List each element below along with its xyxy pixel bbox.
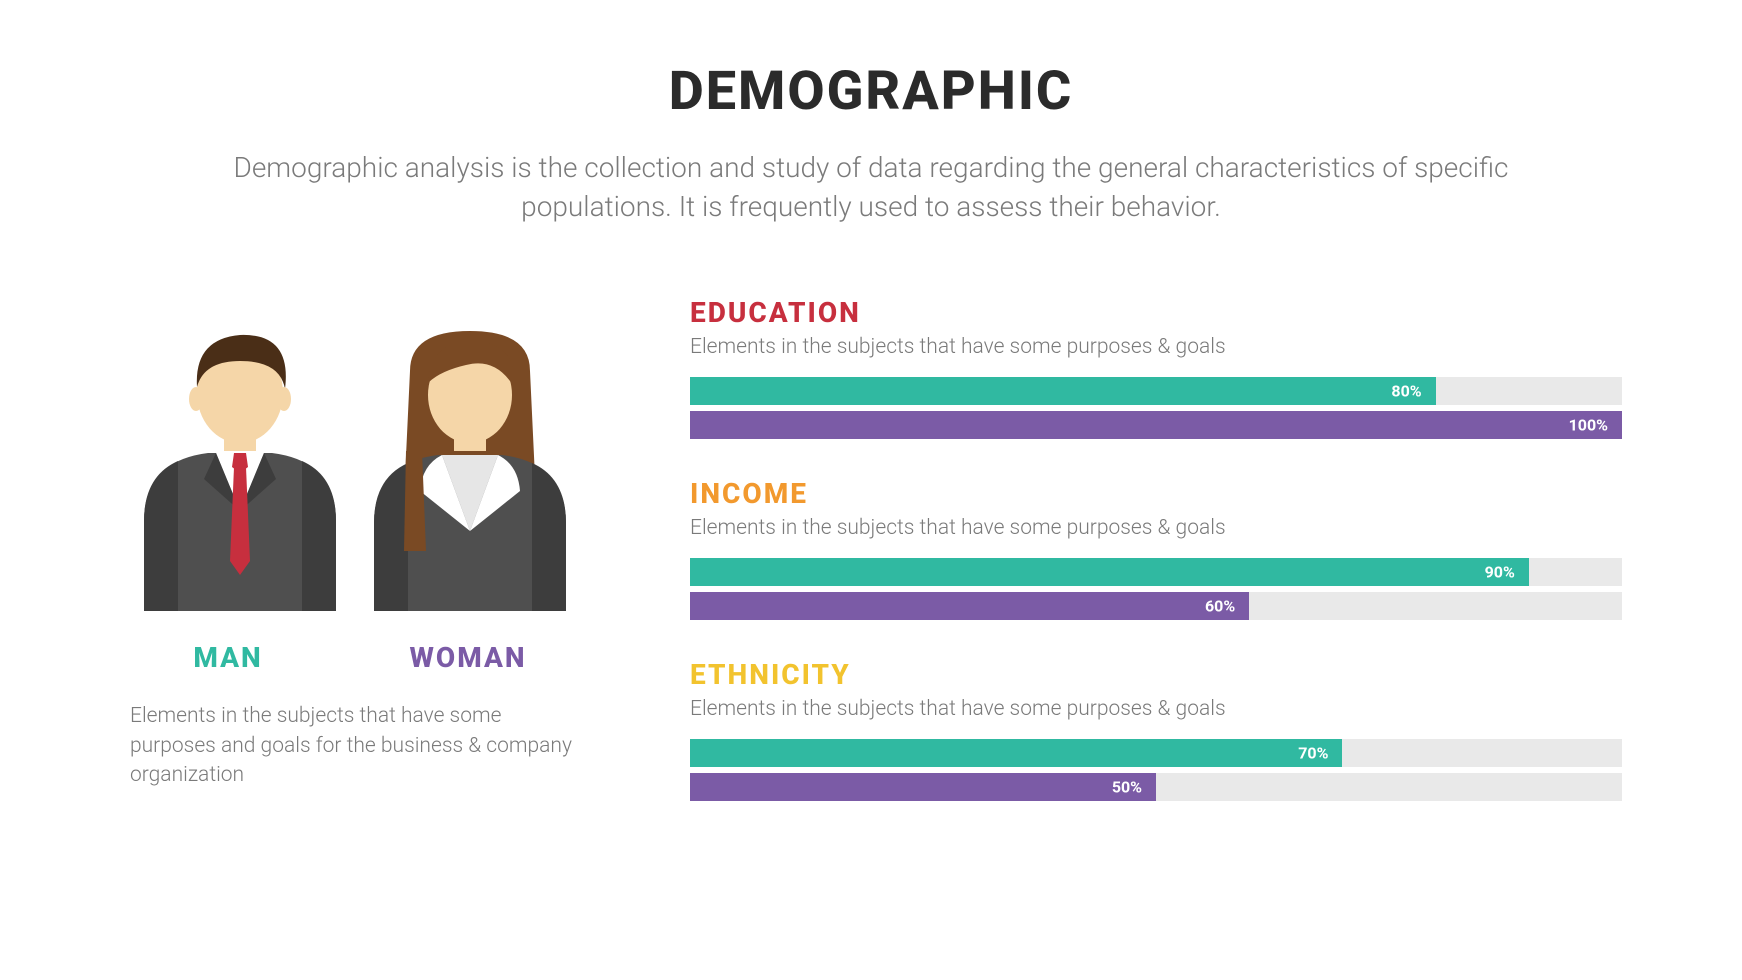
metric-block: EDUCATION Elements in the subjects that h…	[690, 296, 1622, 439]
bar-value-label: 80%	[1391, 382, 1421, 401]
bar-fill: 70%	[690, 739, 1342, 767]
bar-value-label: 100%	[1569, 416, 1608, 435]
metric-description: Elements in the subjects that have some …	[690, 697, 1622, 721]
people-labels: MAN WOMAN	[120, 641, 600, 674]
bar-value-label: 70%	[1298, 744, 1328, 763]
bar-track: 60%	[690, 592, 1622, 620]
bar-fill: 50%	[690, 773, 1156, 801]
bar-fill: 80%	[690, 377, 1436, 405]
man-icon	[144, 335, 336, 611]
people-blurb: Elements in the subjects that have some …	[120, 702, 600, 790]
metric-block: INCOME Elements in the subjects that have…	[690, 477, 1622, 620]
metric-title: INCOME	[690, 477, 1622, 510]
content-row: MAN WOMAN Elements in the subjects that …	[100, 286, 1642, 839]
woman-label: WOMAN	[409, 641, 526, 674]
metric-description: Elements in the subjects that have some …	[690, 516, 1622, 540]
metric-description: Elements in the subjects that have some …	[690, 335, 1622, 359]
bar-track: 100%	[690, 411, 1622, 439]
people-illustration	[120, 311, 600, 611]
bar-track: 50%	[690, 773, 1622, 801]
header: DEMOGRAPHIC Demographic analysis is the …	[100, 60, 1642, 226]
metric-title: EDUCATION	[690, 296, 1622, 329]
bar-fill: 100%	[690, 411, 1622, 439]
metrics-panel: EDUCATION Elements in the subjects that h…	[690, 286, 1622, 839]
page-root: DEMOGRAPHIC Demographic analysis is the …	[0, 0, 1742, 980]
bar-track: 80%	[690, 377, 1622, 405]
metric-title: ETHNICITY	[690, 658, 1622, 691]
bar-value-label: 60%	[1205, 597, 1235, 616]
bar-fill: 60%	[690, 592, 1249, 620]
bar-value-label: 90%	[1485, 563, 1515, 582]
people-panel: MAN WOMAN Elements in the subjects that …	[120, 286, 600, 790]
bar-value-label: 50%	[1112, 778, 1142, 797]
page-title: DEMOGRAPHIC	[100, 60, 1642, 123]
man-label: MAN	[193, 641, 262, 674]
bar-track: 70%	[690, 739, 1622, 767]
woman-icon	[374, 331, 566, 611]
bar-track: 90%	[690, 558, 1622, 586]
metric-block: ETHNICITY Elements in the subjects that h…	[690, 658, 1622, 801]
page-subtitle: Demographic analysis is the collection a…	[181, 148, 1561, 226]
bar-fill: 90%	[690, 558, 1529, 586]
